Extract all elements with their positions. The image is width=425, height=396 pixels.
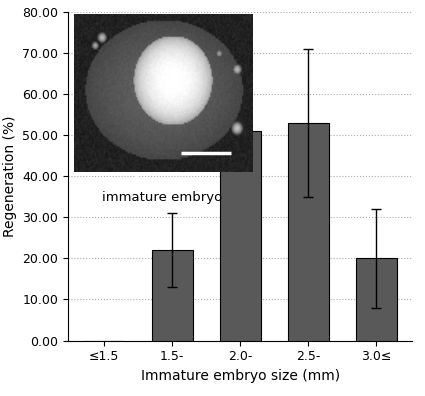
Bar — [288, 123, 329, 341]
Text: immature embryo: immature embryo — [102, 191, 223, 204]
Bar — [152, 250, 193, 341]
X-axis label: Immature embryo size (mm): Immature embryo size (mm) — [141, 369, 340, 383]
Y-axis label: Regeneration (%): Regeneration (%) — [3, 116, 17, 237]
Bar — [220, 131, 261, 341]
Bar — [356, 258, 397, 341]
